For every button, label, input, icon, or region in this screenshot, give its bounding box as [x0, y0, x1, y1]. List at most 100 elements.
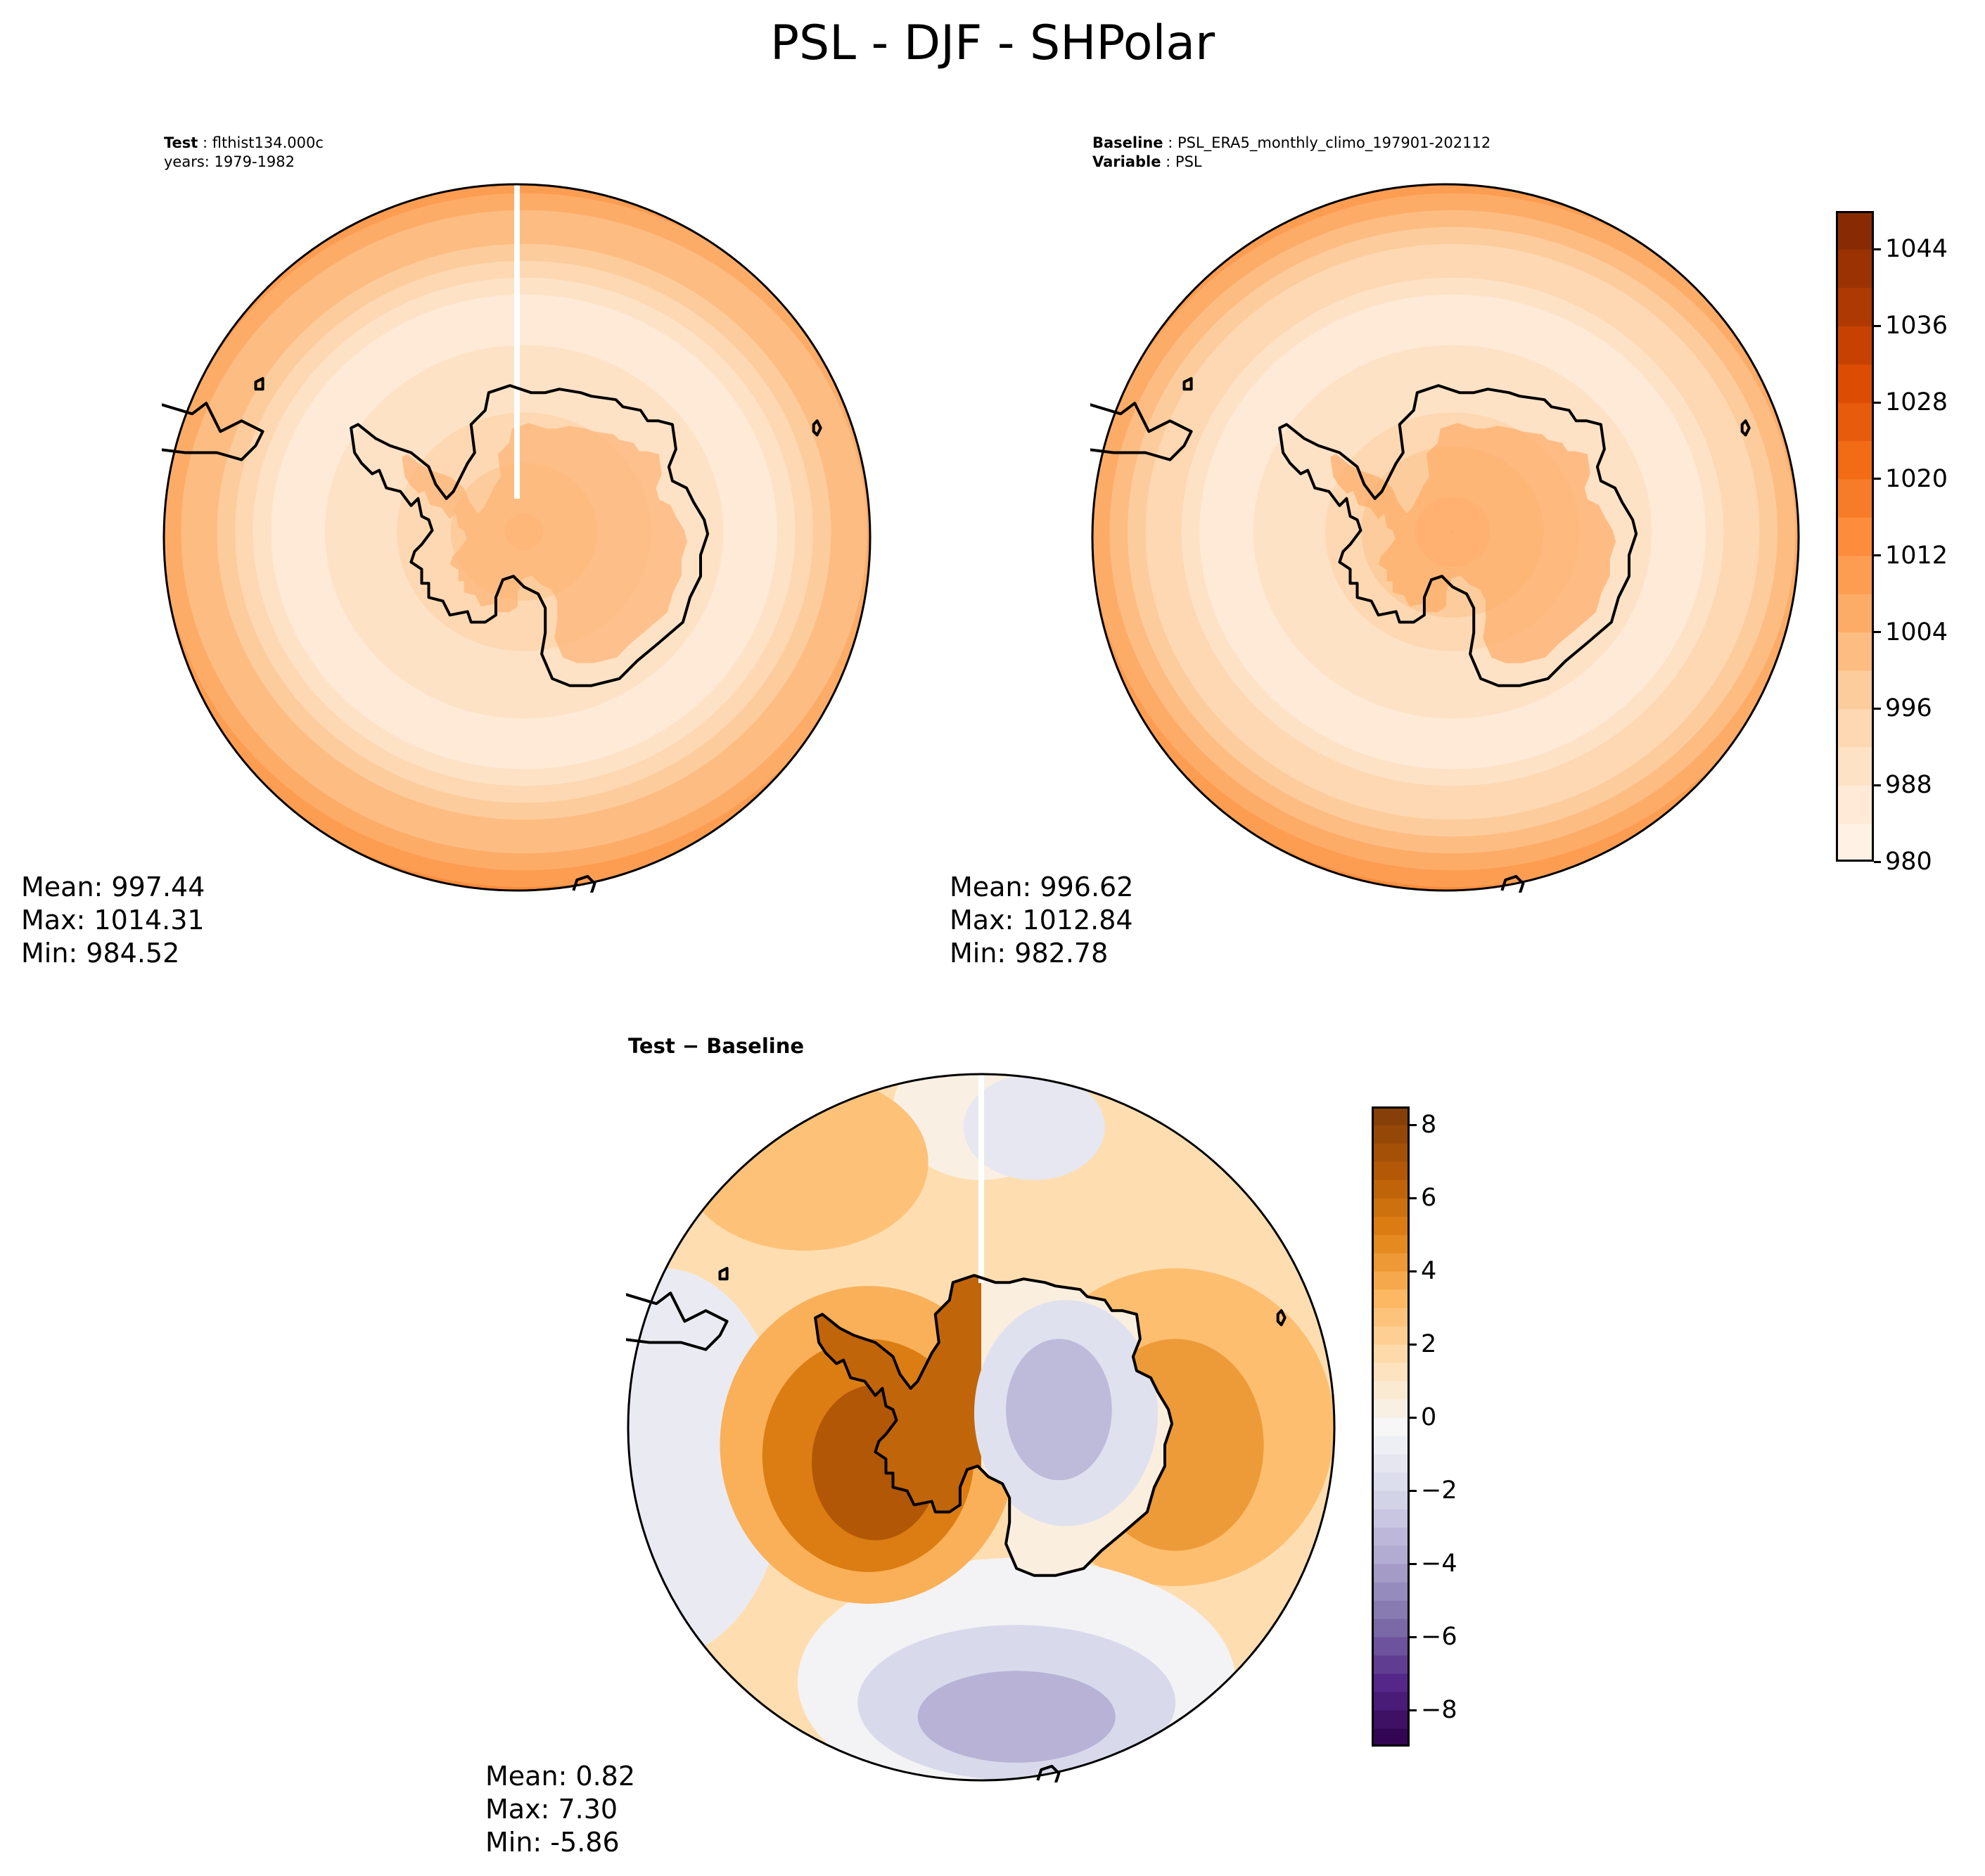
diff-colorbar-tick-mark [1410, 1197, 1417, 1199]
colorbar-level [1836, 785, 1874, 824]
colorbar-level [1836, 632, 1874, 671]
baseline-mean: Mean: 996.62 [950, 872, 1134, 902]
colorbar-level [1372, 1143, 1410, 1162]
diff-min: Min: -5.86 [485, 1827, 620, 1858]
colorbar-level [1372, 1710, 1410, 1729]
new-zealand-coastline [812, 419, 822, 437]
baseline-max: Max: 1012.84 [950, 905, 1133, 936]
anomaly-region [628, 1268, 787, 1657]
colorbar-level [1836, 746, 1874, 786]
diff-colorbar-tick-label: −6 [1421, 1623, 1457, 1651]
falkland-coastline [718, 1267, 729, 1281]
falkland-coastline [1182, 377, 1193, 391]
anomaly-region [963, 1074, 1105, 1180]
south-america-coastline [162, 402, 264, 461]
colorbar-level [1372, 1417, 1410, 1436]
colorbar-level [1372, 1289, 1410, 1308]
new-zealand-coastline [1740, 419, 1751, 437]
colorbar-level [1836, 478, 1874, 518]
diff-colorbar-tick-mark [1410, 1635, 1417, 1638]
colorbar-level [1372, 1326, 1410, 1345]
colorbar-level [1836, 517, 1874, 556]
test-header-years: years: 1979-1982 [164, 153, 295, 170]
psl-colorbar-tick-mark [1874, 631, 1881, 634]
psl-colorbar-tick-label: 980 [1885, 848, 1932, 876]
colorbar-level [1372, 1106, 1410, 1125]
diff-colorbar-tick-mark [1410, 1416, 1417, 1419]
psl-colorbar-tick-label: 1020 [1885, 464, 1948, 493]
diff-colorbar-tick-label: 0 [1421, 1403, 1437, 1431]
colorbar-level [1836, 440, 1874, 480]
colorbar-level [1836, 326, 1874, 365]
diff-colorbar-tick-mark [1410, 1489, 1417, 1492]
colorbar-level [1372, 1363, 1410, 1382]
psl-colorbar-tick-mark [1874, 248, 1881, 250]
colorbar-level [1836, 287, 1874, 326]
baseline-panel-header: Baseline : PSL_ERA5_monthly_climo_197901… [1092, 134, 1491, 170]
figure-title: PSL - DJF - SHPolar [770, 15, 1215, 71]
colorbar-level [1372, 1125, 1410, 1144]
interior-band [1330, 423, 1616, 663]
test-psl-map [162, 183, 872, 893]
diff-stats: Mean: 0.82 Max: 7.30 Min: -5.86 [485, 1760, 635, 1859]
baseline-min: Min: 982.78 [950, 938, 1109, 969]
colorbar-level [1836, 402, 1874, 442]
diff-colorbar-tick-mark [1410, 1343, 1417, 1346]
dateline-seam [978, 1074, 984, 1283]
test-min: Min: 984.52 [21, 938, 180, 969]
diff-colorbar [1372, 1106, 1410, 1747]
colorbar-level [1372, 1253, 1410, 1272]
diff-colorbar-tick-label: 2 [1421, 1330, 1437, 1358]
test-header-value: flthist134.000c [212, 134, 324, 151]
colorbar-level [1836, 249, 1874, 288]
colorbar-level [1372, 1600, 1410, 1619]
psl-colorbar-tick-label: 1028 [1885, 388, 1948, 417]
diff-colorbar-tick-mark [1410, 1270, 1417, 1272]
australia-coastline [1500, 874, 1525, 893]
psl-colorbar-tick-mark [1874, 478, 1881, 480]
baseline-header-label: Baseline [1092, 134, 1163, 151]
test-panel-header: Test : flthist134.000c years: 1979-1982 [164, 134, 324, 170]
map-boundary [162, 183, 872, 892]
colorbar-level [1372, 1198, 1410, 1217]
diff-colorbar-tick-label: 8 [1421, 1111, 1437, 1139]
colorbar-level [1372, 1308, 1410, 1327]
colorbar-level [1372, 1655, 1410, 1674]
colorbar-level [1836, 211, 1874, 250]
psl-colorbar-tick-label: 1044 [1885, 235, 1948, 264]
anomaly-region [917, 1671, 1116, 1763]
colorbar-level [1372, 1454, 1410, 1473]
test-header-label: Test [164, 134, 198, 151]
colorbar-level [1372, 1399, 1410, 1418]
map-boundary [627, 1073, 1336, 1782]
coastlines [1090, 377, 1751, 893]
diff-psl-map [626, 1073, 1336, 1782]
diff-colorbar-tick-mark [1410, 1562, 1417, 1565]
baseline-header-variable-label: Variable [1092, 153, 1161, 170]
colorbar-level [1372, 1692, 1410, 1711]
diff-colorbar-tick-label: −4 [1421, 1550, 1457, 1578]
psl-colorbar-tick-label: 1004 [1885, 618, 1948, 646]
test-mean: Mean: 997.44 [21, 872, 205, 902]
colorbar-level [1372, 1728, 1410, 1747]
interior-band [402, 423, 687, 663]
antarctica-coastline [350, 384, 710, 687]
baseline-header-variable-value: PSL [1175, 153, 1202, 170]
colorbar-level [1836, 708, 1874, 748]
colorbar-frame [1836, 211, 1874, 862]
diff-max: Max: 7.30 [485, 1794, 618, 1825]
antarctica-coastline [1278, 384, 1638, 687]
colorbar-level [1372, 1509, 1410, 1528]
south-america-coastline [626, 1291, 729, 1351]
colorbar-level [1372, 1472, 1410, 1491]
diff-colorbar-tick-mark [1410, 1123, 1417, 1126]
diff-panel-title: Test − Baseline [628, 1034, 805, 1058]
psl-colorbar-tick-mark [1874, 784, 1881, 786]
coastlines [626, 1267, 1287, 1782]
psl-colorbar-ticks: 980 988 996 1004 1012 1020 1028 1036 1044 [1874, 211, 1979, 876]
colorbar-level [1372, 1344, 1410, 1363]
australia-coastline [1036, 1764, 1061, 1782]
psl-colorbar [1836, 211, 1874, 862]
colorbar-level [1836, 823, 1874, 862]
colorbar-level [1372, 1564, 1410, 1583]
